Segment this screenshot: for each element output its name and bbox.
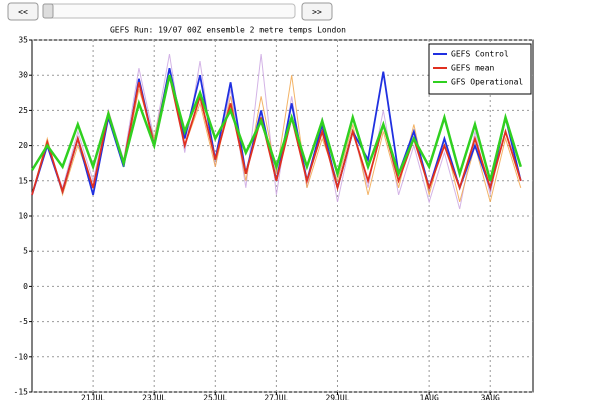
slider-track[interactable] bbox=[42, 3, 296, 19]
y-tick-label: 10 bbox=[18, 212, 28, 221]
x-tick-label: 3AUG bbox=[481, 394, 500, 401]
y-tick-label: 35 bbox=[18, 36, 28, 45]
next-label[interactable]: >> bbox=[312, 8, 322, 17]
legend-label: GEFS Control bbox=[451, 50, 509, 59]
prev-label[interactable]: << bbox=[18, 8, 28, 17]
y-tick-label: 5 bbox=[23, 247, 28, 256]
x-tick-label: 25JUL bbox=[203, 394, 227, 401]
chart-title: GEFS Run: 19/07 00Z ensemble 2 metre tem… bbox=[110, 26, 346, 35]
x-tick-label: 1AUG bbox=[420, 394, 439, 401]
slider-thumb[interactable] bbox=[42, 3, 54, 19]
y-tick-label: 15 bbox=[18, 176, 28, 185]
y-tick-label: 20 bbox=[18, 141, 28, 150]
next-button[interactable] bbox=[301, 2, 333, 21]
y-tick-label: 30 bbox=[18, 71, 28, 80]
x-tick-label: 27JUL bbox=[264, 394, 288, 401]
y-tick-label: -15 bbox=[14, 388, 29, 397]
legend-label: GFS Operational bbox=[451, 78, 523, 87]
legend-label: GEFS mean bbox=[451, 64, 495, 73]
x-tick-label: 29JUL bbox=[325, 394, 349, 401]
x-tick-label: 21JUL bbox=[81, 394, 105, 401]
y-tick-label: 0 bbox=[23, 282, 28, 291]
y-tick-label: -10 bbox=[14, 352, 29, 361]
y-tick-label: 25 bbox=[18, 106, 28, 115]
prev-button[interactable] bbox=[7, 2, 39, 21]
y-tick-label: -5 bbox=[18, 317, 28, 326]
series-line bbox=[30, 74, 522, 182]
x-tick-label: 23JUL bbox=[142, 394, 166, 401]
